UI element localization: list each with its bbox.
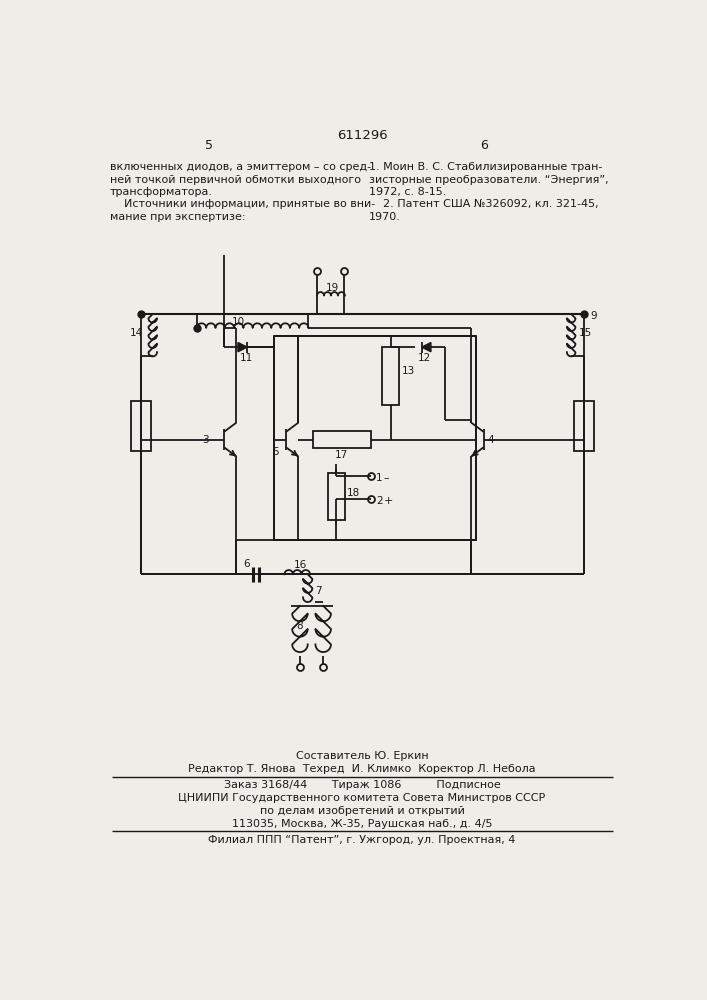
- Text: ней точкой первичной обмотки выходного: ней точкой первичной обмотки выходного: [110, 175, 361, 185]
- Text: 2. Патент США №326092, кл. 321-45,: 2. Патент США №326092, кл. 321-45,: [369, 199, 599, 209]
- Text: 12: 12: [418, 353, 431, 363]
- Text: по делам изобретений и открытий: по делам изобретений и открытий: [259, 806, 464, 816]
- Text: 15: 15: [579, 328, 592, 338]
- Text: 2: 2: [376, 496, 382, 506]
- Bar: [328, 473, 345, 520]
- Text: 1970.: 1970.: [369, 212, 401, 222]
- Text: 1. Моин В. С. Стабилизированные тран-: 1. Моин В. С. Стабилизированные тран-: [369, 162, 602, 172]
- Text: 6: 6: [243, 559, 250, 569]
- Text: Составитель Ю. Еркин: Составитель Ю. Еркин: [296, 751, 428, 761]
- Text: 13: 13: [402, 366, 415, 376]
- Text: 3: 3: [202, 435, 209, 445]
- Text: 5: 5: [204, 139, 213, 152]
- Text: Редактор Т. Янова  Техред  И. Климко  Коректор Л. Небола: Редактор Т. Янова Техред И. Климко Корек…: [188, 764, 536, 774]
- Text: 14: 14: [129, 328, 143, 338]
- Text: 18: 18: [347, 488, 361, 498]
- Text: –: –: [384, 473, 390, 483]
- Text: 113035, Москва, Ж-35, Раушская наб., д. 4/5: 113035, Москва, Ж-35, Раушская наб., д. …: [232, 819, 492, 829]
- Text: 7: 7: [315, 586, 322, 596]
- Text: 611296: 611296: [337, 129, 387, 142]
- Text: 17: 17: [335, 450, 348, 460]
- Text: 10: 10: [232, 317, 245, 327]
- Text: 5: 5: [272, 447, 279, 457]
- Text: 16: 16: [293, 560, 307, 570]
- Text: зисторные преобразователи. “Энергия”,: зисторные преобразователи. “Энергия”,: [369, 175, 609, 185]
- Text: ЦНИИПИ Государственного комитета Совета Министров СССР: ЦНИИПИ Государственного комитета Совета …: [178, 793, 546, 803]
- Text: Заказ 3168/44       Тираж 1086          Подписное: Заказ 3168/44 Тираж 1086 Подписное: [223, 780, 501, 790]
- Bar: [274, 336, 476, 540]
- Text: трансформатора.: трансформатора.: [110, 187, 213, 197]
- Text: 11: 11: [240, 353, 254, 363]
- Text: 8: 8: [296, 621, 303, 631]
- Text: 6: 6: [479, 139, 488, 152]
- Text: +: +: [384, 496, 393, 506]
- Text: 4: 4: [488, 435, 494, 445]
- Text: 1972, с. 8-15.: 1972, с. 8-15.: [369, 187, 446, 197]
- Bar: [313, 431, 371, 448]
- Bar: [382, 347, 399, 405]
- Bar: [131, 401, 151, 451]
- Bar: [574, 401, 595, 451]
- Text: 9: 9: [590, 311, 597, 321]
- Polygon shape: [421, 343, 431, 352]
- Text: мание при экспертизе:: мание при экспертизе:: [110, 212, 245, 222]
- Text: 1: 1: [376, 473, 382, 483]
- Text: включенных диодов, а эмиттером – со сред-: включенных диодов, а эмиттером – со сред…: [110, 162, 371, 172]
- Polygon shape: [238, 343, 247, 352]
- Text: Источники информации, принятые во вни-: Источники информации, принятые во вни-: [110, 199, 375, 209]
- Text: Филиал ППП “Патент”, г. Ужгород, ул. Проектная, 4: Филиал ППП “Патент”, г. Ужгород, ул. Про…: [209, 835, 515, 845]
- Text: 19: 19: [327, 283, 339, 293]
